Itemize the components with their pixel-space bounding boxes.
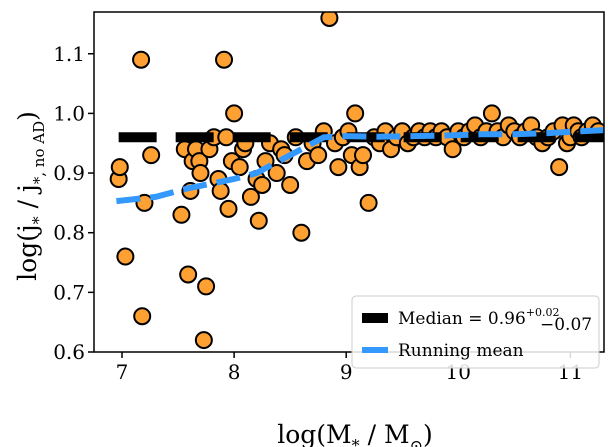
x-tick-label: 8 — [228, 360, 241, 384]
data-point — [132, 50, 151, 69]
data-point — [194, 331, 213, 350]
y-tick-label: 1.0 — [53, 101, 85, 125]
data-point — [249, 211, 268, 230]
data-point — [292, 223, 311, 242]
data-point — [179, 265, 198, 284]
data-point — [191, 164, 210, 183]
data-point — [215, 50, 234, 69]
data-point — [225, 104, 244, 123]
data-point — [329, 158, 348, 177]
axes-frame — [93, 11, 605, 353]
x-tick-label: 9 — [340, 360, 353, 384]
data-point — [110, 158, 129, 177]
data-point — [217, 128, 236, 147]
running-mean-path — [116, 127, 604, 205]
data-point — [281, 175, 300, 194]
data-point — [346, 104, 365, 123]
x-axis-label: log(M* / M⊙) — [277, 420, 433, 447]
y-tick-label: 1.1 — [53, 42, 85, 66]
y-tick-label: 0.6 — [53, 340, 85, 364]
data-point — [135, 193, 154, 212]
data-point — [253, 175, 272, 194]
ticks: 7 8 9 10 110.60.70.80.91.01.1 — [53, 42, 583, 384]
y-axis-label: log(j* / j*, no AD) — [13, 111, 48, 281]
y-tick-label: 0.9 — [53, 161, 85, 185]
data-point — [550, 158, 569, 177]
data-point — [172, 205, 191, 224]
data-point — [359, 193, 378, 212]
axes — [93, 11, 605, 353]
data-point — [133, 307, 152, 326]
data-point — [219, 199, 238, 218]
data-point — [482, 104, 501, 123]
data-point — [354, 146, 373, 165]
data-point — [197, 277, 216, 296]
data-point — [211, 181, 230, 200]
legend-box — [351, 295, 600, 369]
data-point — [309, 146, 328, 165]
y-tick-label: 0.7 — [53, 280, 85, 304]
data-point — [267, 164, 286, 183]
data-point — [241, 187, 260, 206]
y-tick-label: 0.8 — [53, 221, 85, 245]
data-point — [142, 146, 161, 165]
legend-mean-label: Running mean — [398, 341, 524, 361]
legend-median-label: Median = 0.96+0.02 — [398, 306, 560, 329]
data-point — [443, 140, 462, 159]
data-point — [116, 247, 135, 266]
data-point — [230, 158, 249, 177]
legend: Median = 0.96+0.02−0.07 Running mean — [351, 295, 600, 369]
running-mean-line — [116, 127, 604, 205]
legend-median-sub: −0.07 — [540, 315, 592, 335]
data-point — [320, 12, 339, 27]
x-tick-label: 7 — [116, 360, 129, 384]
